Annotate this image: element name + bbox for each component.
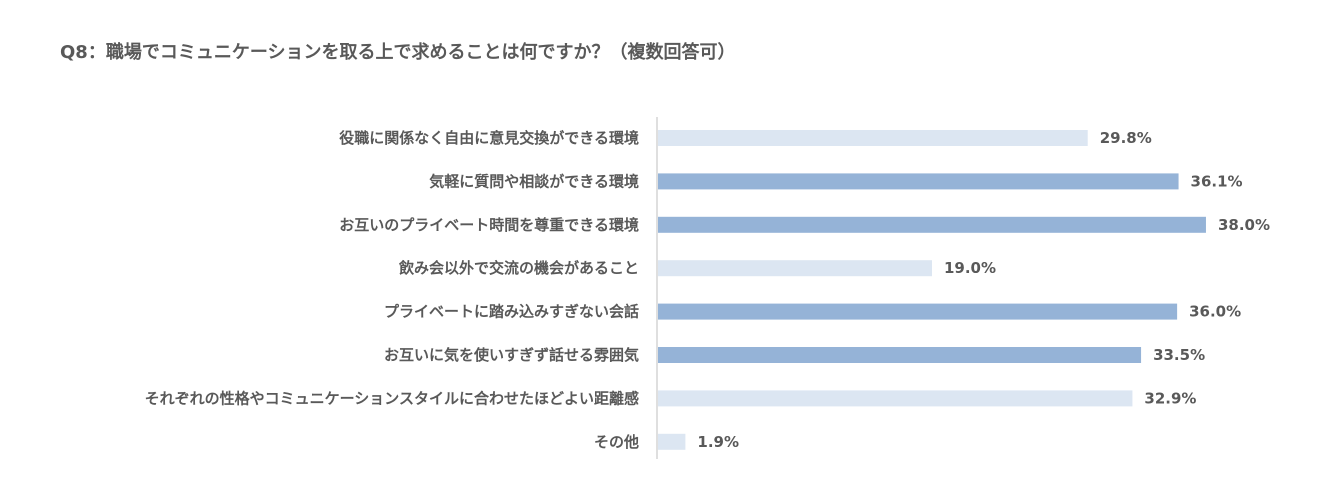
chart-title: Q8：職場でコミュニケーションを取る上で求めることは何ですか？（複数回答可）: [60, 42, 736, 63]
value-label-5: 33.5%: [1153, 346, 1205, 364]
value-label-2: 38.0%: [1218, 216, 1270, 234]
bar-7: [658, 433, 686, 450]
category-label-1: 気軽に質問や相談ができる環境: [429, 172, 639, 190]
category-label-4: プライベートに踏み込みすぎない会話: [384, 303, 639, 321]
bar-5: [658, 347, 1142, 363]
category-label-7: その他: [594, 433, 639, 451]
value-label-6: 32.9%: [1144, 389, 1196, 407]
bar-3: [658, 260, 932, 277]
category-label-6: それぞれの性格やコミュニケーションスタイルに合わせたほどよい距離感: [145, 389, 639, 407]
bar-1: [658, 173, 1179, 190]
value-label-4: 36.0%: [1189, 303, 1241, 321]
category-label-0: 役職に関係なく自由に意見交換ができる環境: [339, 129, 639, 147]
category-label-3: 飲み会以外で交流の機会があること: [398, 259, 639, 277]
bar-2: [658, 216, 1206, 233]
value-label-7: 1.9%: [697, 433, 739, 451]
bar-6: [658, 390, 1133, 407]
value-label-0: 29.8%: [1100, 129, 1152, 147]
category-label-5: お互いに気を使いすぎず話せる雰囲気: [384, 346, 639, 364]
value-label-1: 36.1%: [1191, 172, 1243, 190]
bar-4: [658, 303, 1178, 320]
bar-0: [658, 130, 1088, 146]
category-label-2: お互いのプライベート時間を尊重できる環境: [339, 216, 639, 234]
value-label-3: 19.0%: [944, 259, 996, 277]
